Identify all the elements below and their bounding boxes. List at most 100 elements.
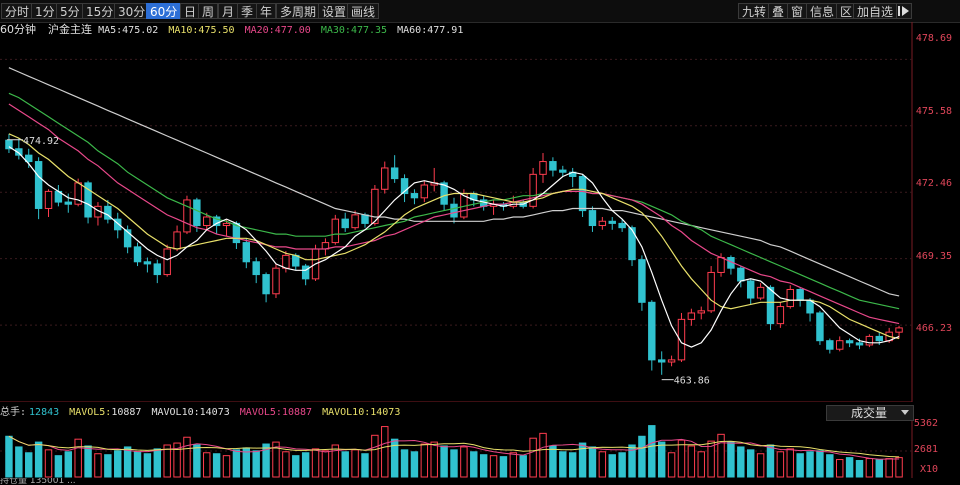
price-tick: 466.23	[915, 323, 952, 334]
candle-body	[133, 246, 142, 263]
volume-bar	[677, 439, 686, 478]
candle-body	[143, 261, 152, 265]
candle-body	[262, 274, 270, 295]
window-button[interactable]: 窗	[787, 3, 808, 19]
volume-bar	[311, 448, 320, 478]
volume-bar	[64, 451, 72, 478]
candle-body	[648, 301, 656, 361]
tab-5min[interactable]: 5分	[56, 3, 84, 19]
candle-body	[737, 267, 745, 282]
candle-body	[608, 220, 616, 224]
tab-fenshi[interactable]: 分时	[1, 3, 34, 19]
volume-info-bar: 总手: 12843 MAVOL5:10887 MAVOL10:14073 MAVO…	[0, 405, 400, 421]
candle-body	[657, 359, 666, 363]
tab-30min[interactable]: 30分	[114, 3, 150, 19]
candle-body	[687, 312, 696, 320]
tab-year[interactable]: 年	[256, 3, 277, 19]
candlestick-chart[interactable]: 474.92 463.86	[0, 22, 960, 402]
tab-15min[interactable]: 15分	[82, 3, 118, 19]
volume-indicator-select[interactable]: 成交量	[826, 405, 914, 421]
ma5-value: 475.02	[122, 25, 159, 36]
candle-body	[440, 182, 448, 205]
volume-bar	[638, 435, 646, 478]
candle-body	[242, 242, 251, 263]
volume-bar	[470, 451, 478, 478]
candle-body	[64, 201, 72, 205]
candle-body	[707, 271, 715, 312]
tab-day[interactable]: 日	[180, 3, 201, 19]
tab-season[interactable]: 季	[237, 3, 258, 19]
candle-body	[677, 318, 686, 361]
candle-body	[450, 203, 458, 218]
candle-body	[212, 216, 221, 227]
candle-body	[331, 218, 340, 244]
info-button[interactable]: 信息	[806, 3, 839, 19]
candle-body	[667, 359, 676, 363]
candle-body	[836, 340, 844, 350]
nine-turn-button[interactable]: 九转	[738, 3, 771, 19]
candle-body	[717, 257, 725, 273]
candle-body	[855, 342, 864, 346]
candle-body	[549, 161, 557, 171]
symbol-name: 沪金主连	[48, 23, 93, 36]
candle-body	[875, 335, 883, 342]
volume-bar	[420, 443, 429, 478]
volume-bar	[727, 441, 735, 478]
volume-bar	[212, 453, 221, 478]
tab-month[interactable]: 月	[218, 3, 239, 19]
candle-body	[796, 289, 804, 301]
volume-chart[interactable]	[0, 421, 960, 478]
candle-body	[15, 148, 23, 156]
candle-body	[193, 199, 201, 227]
tab-multi-period[interactable]: 多周期	[276, 3, 321, 19]
volume-bar	[361, 453, 369, 478]
candle-body	[638, 259, 646, 303]
ma30-line	[8, 92, 900, 310]
menu-arrow-icon[interactable]	[896, 3, 912, 19]
candle-body	[766, 286, 775, 325]
ma5-line	[8, 146, 900, 348]
candle-body	[44, 190, 53, 209]
volume-bar	[440, 445, 448, 478]
volume-bar	[351, 449, 359, 478]
volume-bar	[895, 457, 903, 478]
volume-bar	[796, 453, 804, 478]
volume-bar	[193, 444, 201, 478]
volume-bar	[855, 460, 864, 478]
ma30-value: 477.35	[350, 25, 388, 36]
candle-body	[361, 214, 369, 224]
volume-bar	[549, 445, 557, 478]
period-toolbar: 分时 1分 5分 15分 30分 60分 日 周 月 季 年 多周期 设置 画线…	[0, 0, 960, 23]
volume-bar	[390, 438, 399, 478]
ma20-label: MA20:	[244, 25, 275, 36]
tab-60min[interactable]: 60分	[146, 3, 182, 19]
volume-bar	[578, 442, 587, 478]
add-watchlist-button[interactable]: 加自选	[853, 3, 898, 19]
candle-body	[390, 167, 399, 180]
tab-week[interactable]: 周	[198, 3, 219, 19]
candle-body	[183, 199, 191, 233]
tab-settings[interactable]: 设置	[318, 3, 351, 19]
candle-body	[203, 216, 211, 227]
overlay-button[interactable]: 叠	[768, 3, 789, 19]
tab-draw-line[interactable]: 画线	[347, 3, 380, 19]
volume-tick: 5362	[913, 418, 938, 429]
candle-body	[697, 310, 705, 314]
price-tick: 472.46	[915, 178, 952, 189]
volume-bar	[845, 457, 854, 478]
volume-bar	[826, 454, 834, 478]
volume-bar	[648, 425, 656, 478]
volume-bar	[183, 436, 191, 478]
ma-info-bar: 60分钟 沪金主连 MA5:475.02 MA10:475.50 MA20:47…	[0, 22, 463, 38]
volume-bar	[232, 449, 241, 478]
volume-bar	[460, 446, 468, 478]
volume-bar	[163, 444, 171, 478]
volume-bar	[5, 435, 13, 478]
ma60-value: 477.91	[427, 25, 464, 36]
volume-bar	[104, 454, 112, 478]
mavol5b-label: MAVOL5:	[239, 407, 282, 418]
candle-body	[529, 173, 537, 207]
volume-bar	[628, 444, 636, 478]
candle-body	[816, 312, 824, 342]
tab-1min[interactable]: 1分	[31, 3, 59, 19]
